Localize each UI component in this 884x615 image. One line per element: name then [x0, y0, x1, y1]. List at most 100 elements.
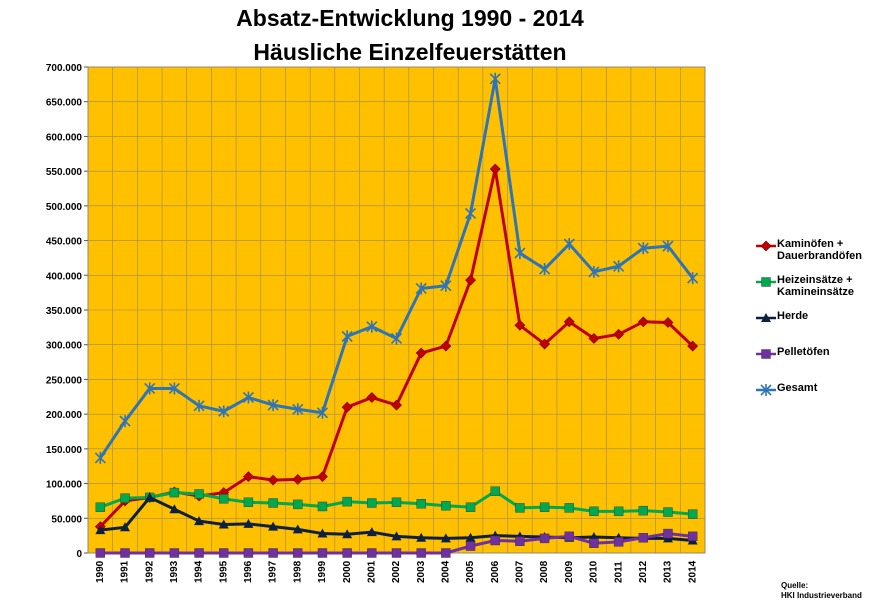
data-point	[267, 399, 279, 412]
data-point	[169, 487, 180, 498]
data-point	[613, 537, 624, 547]
data-point	[440, 279, 452, 292]
x-tick-label: 2011	[613, 561, 624, 583]
data-point	[342, 529, 353, 539]
data-point	[589, 538, 599, 548]
data-point	[292, 524, 303, 534]
legend: Kaminöfen + Dauerbrandöfen Heizeinsätze +…	[755, 238, 880, 418]
x-tick-label: 1993	[169, 560, 180, 583]
legend-swatch	[756, 384, 776, 396]
source-note: Quelle: HKI Industrieverband	[781, 581, 862, 601]
data-point	[120, 493, 130, 503]
data-point	[613, 328, 625, 340]
legend-label: Gesamt	[777, 382, 818, 394]
data-point	[539, 263, 551, 276]
data-point	[687, 340, 699, 352]
data-point	[489, 72, 501, 85]
data-point	[218, 405, 230, 418]
data-point	[293, 499, 303, 510]
data-point	[637, 242, 649, 255]
y-tick-label: 350.000	[46, 306, 83, 317]
legend-item-heizeinsaetze: Heizeinsätze + Kamineinsätze	[755, 274, 880, 310]
data-point	[243, 518, 254, 528]
data-point	[687, 531, 698, 542]
legend-swatch	[756, 240, 776, 252]
data-point	[465, 532, 476, 542]
data-point	[367, 548, 377, 558]
data-point	[341, 330, 353, 343]
data-point	[564, 503, 574, 513]
legend-swatch	[756, 277, 776, 287]
data-point	[119, 415, 131, 428]
data-point	[563, 238, 575, 251]
y-tick-label: 0	[76, 549, 82, 560]
data-point	[613, 260, 625, 273]
x-tick-label: 1994	[194, 560, 205, 583]
data-point	[367, 498, 377, 508]
legend-marker	[760, 384, 772, 396]
data-point	[194, 516, 205, 526]
data-point	[416, 499, 426, 509]
data-point	[219, 494, 229, 504]
data-point	[416, 532, 427, 542]
x-tick-label: 1999	[317, 560, 328, 583]
data-point	[515, 536, 525, 546]
legend-item-kaminoefen: Kaminöfen + Dauerbrandöfen	[755, 238, 880, 274]
y-tick-label: 500.000	[46, 202, 83, 213]
legend-swatch	[756, 313, 776, 322]
data-series	[94, 72, 699, 558]
data-point	[316, 406, 329, 419]
data-point	[391, 399, 402, 411]
x-tick-label: 1998	[292, 560, 303, 583]
data-point	[415, 282, 427, 295]
x-tick-label: 2000	[342, 560, 353, 583]
x-tick-label: 2004	[441, 560, 452, 583]
data-point	[169, 504, 180, 514]
data-point	[268, 498, 278, 508]
x-tick-label: 1997	[268, 560, 279, 583]
data-point	[589, 506, 599, 517]
data-point	[144, 382, 156, 395]
data-point	[440, 340, 452, 352]
data-point	[243, 497, 254, 508]
data-point	[341, 401, 353, 413]
data-point	[168, 382, 180, 395]
legend-label: Pelletöfen	[777, 346, 830, 358]
data-point	[638, 505, 648, 516]
chart-title-line1: Absatz-Entwicklung 1990 - 2014	[236, 5, 584, 31]
legend-item-gesamt: Gesamt	[755, 382, 880, 418]
source-name: HKI Industrieverband	[781, 591, 862, 600]
data-point	[144, 548, 155, 558]
legend-label: Heizeinsätze + Kamineinsätze	[777, 274, 855, 298]
data-point	[169, 548, 180, 558]
data-point	[687, 509, 698, 519]
data-point	[242, 391, 254, 404]
x-tick-label: 2006	[490, 560, 501, 583]
data-point	[317, 501, 328, 512]
x-tick-label: 2012	[638, 560, 649, 583]
data-point	[490, 535, 500, 546]
data-point	[539, 502, 550, 512]
y-tick-label: 550.000	[46, 167, 83, 178]
x-tick-label: 2007	[515, 560, 526, 583]
data-point	[539, 533, 550, 544]
data-point	[194, 489, 204, 499]
data-point	[292, 473, 304, 485]
y-tick-label: 250.000	[46, 375, 83, 386]
y-tick-label: 100.000	[46, 480, 83, 491]
data-point	[564, 531, 574, 542]
data-point	[662, 240, 674, 253]
legend-marker	[761, 349, 771, 359]
legend-marker	[761, 313, 771, 322]
x-tick-label: 2005	[465, 560, 476, 583]
x-tick-label: 2010	[589, 560, 600, 583]
x-tick-label: 1996	[243, 560, 254, 583]
data-point	[490, 486, 500, 496]
data-point	[317, 471, 328, 483]
data-point	[317, 548, 328, 558]
y-tick-label: 450.000	[46, 237, 83, 248]
x-tick-label: 2014	[687, 560, 698, 583]
data-point	[465, 274, 476, 286]
data-point	[441, 548, 451, 558]
y-tick-label: 150.000	[46, 445, 83, 456]
